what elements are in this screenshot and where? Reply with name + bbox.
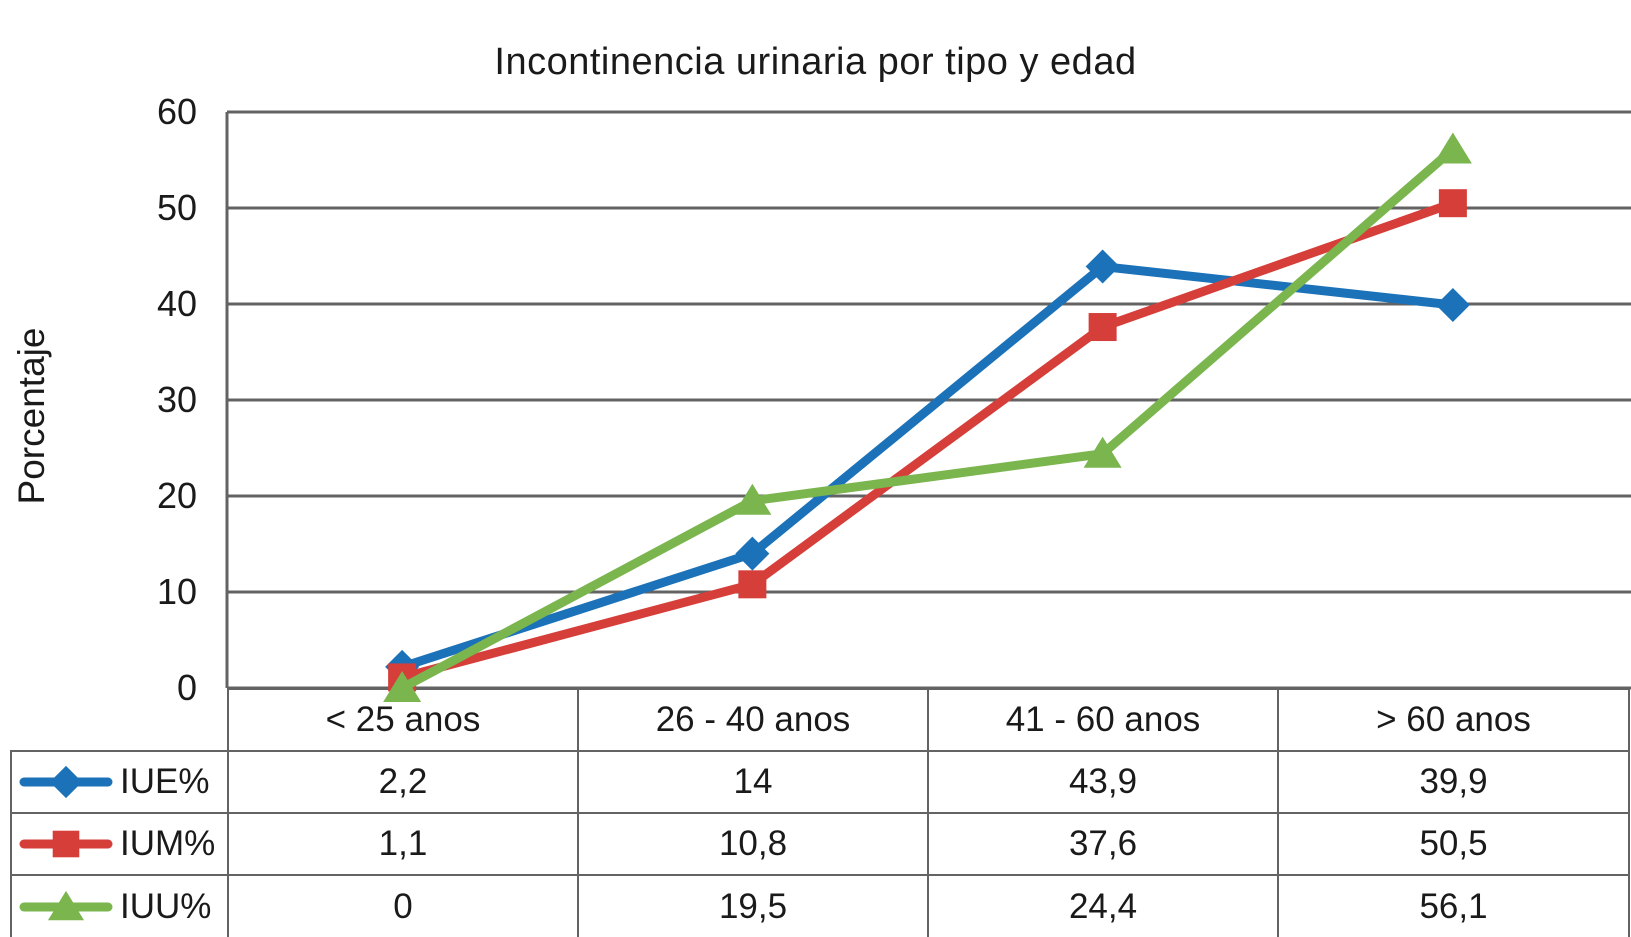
y-tick-label: 60 <box>156 91 197 132</box>
category-header-cell: < 25 anos <box>227 688 579 752</box>
diamond-marker-icon <box>735 536 770 571</box>
table-row-iuu: IUU% 0 19,5 24,4 56,1 <box>10 874 1630 937</box>
triangle-marker-icon <box>47 890 85 920</box>
value-cell: 39,9 <box>1277 750 1630 814</box>
legend-key-icon <box>19 765 113 799</box>
diamond-marker-icon <box>385 649 420 684</box>
triangle-marker-icon <box>1433 132 1472 164</box>
value-cell: 1,1 <box>227 812 579 876</box>
legend-key: IUM% <box>13 824 226 864</box>
value-cell: 0 <box>227 874 579 937</box>
series-name-label: IUM% <box>120 824 216 863</box>
legend-cell-iuu: IUU% <box>10 874 229 937</box>
data-table: < 25 anos 26 - 40 anos 41 - 60 anos > 60 an… <box>10 688 1630 937</box>
value-cell: 50,5 <box>1277 812 1630 876</box>
legend-key: IUE% <box>13 762 226 802</box>
category-header-cell: > 60 anos <box>1277 688 1630 752</box>
square-marker-icon <box>1088 313 1117 342</box>
table-corner-cell <box>11 689 228 751</box>
y-tick-label: 0 <box>176 667 197 708</box>
series-line-iuu <box>397 144 1458 693</box>
y-tick-label: 20 <box>156 475 197 516</box>
legend-key-icon <box>19 890 113 920</box>
value-cell: 37,6 <box>927 812 1279 876</box>
legend-cell-iue: IUE% <box>10 750 229 814</box>
diamond-marker-icon <box>1435 287 1470 322</box>
triangle-marker-icon <box>733 483 772 515</box>
table-row-ium: IUM% 1,1 10,8 37,6 50,5 <box>10 812 1630 876</box>
series-line-ium <box>397 198 1458 682</box>
square-marker-icon <box>1438 189 1467 218</box>
y-tick-label: 30 <box>156 379 197 420</box>
value-cell: 14 <box>577 750 929 814</box>
series-line-iue <box>397 262 1458 672</box>
y-tick-label: 40 <box>156 283 197 324</box>
legend-key-icon <box>19 830 113 858</box>
series-name-label: IUU% <box>120 886 212 926</box>
y-tick-label: 50 <box>156 187 197 228</box>
legend-key: IUU% <box>13 886 226 927</box>
value-cell: 10,8 <box>577 812 929 876</box>
legend-cell-ium: IUM% <box>10 812 229 876</box>
y-tick-label: 10 <box>156 571 197 612</box>
category-header-cell: 41 - 60 anos <box>927 688 1279 752</box>
square-marker-icon <box>738 570 767 599</box>
value-cell: 43,9 <box>927 750 1279 814</box>
diamond-marker-icon <box>49 765 83 799</box>
value-cell: 19,5 <box>577 874 929 937</box>
chart-title: Incontinencia urinaria por tipo y edad <box>494 41 1137 83</box>
value-cell: 24,4 <box>927 874 1279 937</box>
diamond-marker-icon <box>1085 249 1120 284</box>
category-header-cell: 26 - 40 anos <box>577 688 929 752</box>
square-marker-icon <box>52 830 80 858</box>
table-row-iue: IUE% 2,2 14 43,9 39,9 <box>10 750 1630 814</box>
value-cell: 56,1 <box>1277 874 1630 937</box>
triangle-marker-icon <box>1083 436 1122 468</box>
value-cell: 2,2 <box>227 750 579 814</box>
series-name-label: IUE% <box>120 762 210 801</box>
